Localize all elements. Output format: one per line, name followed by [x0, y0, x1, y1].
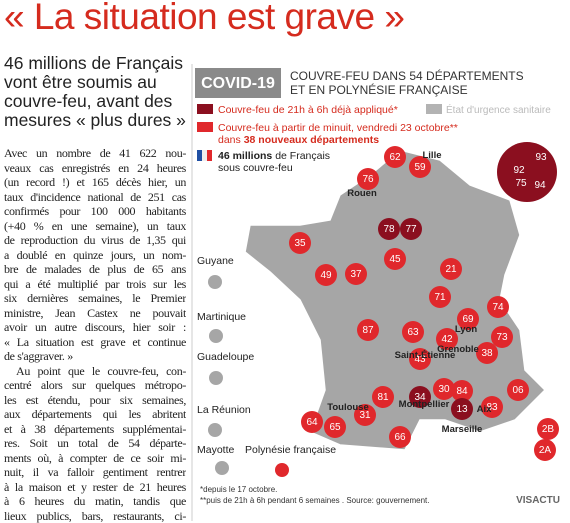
- overseas-label: Polynésie française: [245, 444, 336, 456]
- overseas-label: Guyane: [197, 255, 234, 267]
- legend-swatch: [197, 122, 213, 132]
- flag: [202, 150, 207, 161]
- department-label: 38: [481, 348, 493, 359]
- legend-text: 46 millions: [218, 150, 272, 162]
- department-label: 75: [515, 178, 527, 189]
- city-label: Aix: [477, 404, 493, 415]
- department-label: 73: [496, 332, 508, 343]
- legend-swatch: [197, 104, 213, 114]
- footnote: **puis de 21h à 6h pendant 6 semaines . …: [200, 496, 430, 505]
- overseas-label: La Réunion: [197, 404, 251, 416]
- credit: VISACTU: [516, 495, 560, 506]
- city-label: Montpellier: [399, 399, 450, 410]
- city-label: Lyon: [455, 324, 478, 335]
- department-label: 37: [350, 269, 362, 280]
- department-label: 2B: [542, 424, 555, 435]
- legend-text: dans: [218, 134, 244, 146]
- department-label: 06: [512, 385, 524, 396]
- legend-text: sous couvre-feu: [218, 162, 293, 174]
- overseas-area: [275, 463, 289, 477]
- department-label: 45: [389, 254, 401, 265]
- info-title: ET EN POLYNÉSIE FRANÇAISE: [290, 82, 468, 97]
- overseas-area: [209, 371, 223, 385]
- department-label: 64: [306, 417, 318, 428]
- department-label: 21: [445, 264, 457, 275]
- department-label: 59: [414, 162, 426, 173]
- department-label: 35: [294, 238, 306, 249]
- city-label: Lille: [422, 150, 441, 161]
- department-label: 49: [320, 270, 332, 281]
- footnote: *depuis le 17 octobre.: [200, 485, 277, 494]
- department-label: 63: [407, 327, 419, 338]
- department-label: 81: [377, 392, 389, 403]
- department-label: 93: [535, 152, 547, 163]
- overseas-area: [208, 423, 222, 437]
- overseas-label: Guadeloupe: [197, 351, 254, 363]
- department-label: 76: [362, 174, 374, 185]
- overseas-label: Martinique: [197, 311, 246, 323]
- overseas-area: [215, 461, 229, 475]
- department-label: 62: [389, 152, 401, 163]
- legend-text: Couvre-feu de 21h à 6h déjà appliqué*: [218, 104, 398, 116]
- overseas-label: Mayotte: [197, 444, 235, 456]
- legend-text: dans 38 nouveaux départements: [218, 134, 379, 146]
- info-title: COUVRE-FEU DANS 54 DÉPARTEMENTS: [290, 68, 524, 83]
- department-label: 92: [513, 165, 525, 176]
- legend-text: 38 nouveaux départements: [244, 134, 380, 146]
- department-label: 87: [362, 325, 374, 336]
- legend-swatch: [426, 104, 442, 114]
- department-label: 84: [456, 386, 468, 397]
- flag: [197, 150, 202, 161]
- department-label: 2A: [539, 445, 552, 456]
- department-label: 94: [534, 180, 546, 191]
- paris-inset: [497, 142, 557, 202]
- legend-text: 46 millions de Français: [218, 150, 330, 162]
- legend-text: État d'urgence sanitaire: [446, 103, 551, 116]
- city-label: Rouen: [347, 188, 377, 199]
- department-label: 65: [329, 422, 341, 433]
- overseas-area: [209, 329, 223, 343]
- city-label: Toulouse: [327, 402, 369, 413]
- department-label: 66: [394, 432, 406, 443]
- department-label: 13: [456, 404, 468, 415]
- department-label: 78: [383, 224, 395, 235]
- department-label: 77: [405, 224, 417, 235]
- department-label: 74: [492, 302, 504, 313]
- city-label: Grenoble: [437, 344, 479, 355]
- department-label: 30: [438, 384, 450, 395]
- department-label: 71: [434, 292, 446, 303]
- tag: COVID-19: [201, 75, 275, 92]
- legend-text: Couvre-feu à partir de minuit, vendredi …: [218, 122, 458, 134]
- overseas-area: [208, 275, 222, 289]
- legend-text: de Français: [272, 150, 330, 162]
- city-label: Marseille: [442, 424, 483, 435]
- flag: [207, 150, 212, 161]
